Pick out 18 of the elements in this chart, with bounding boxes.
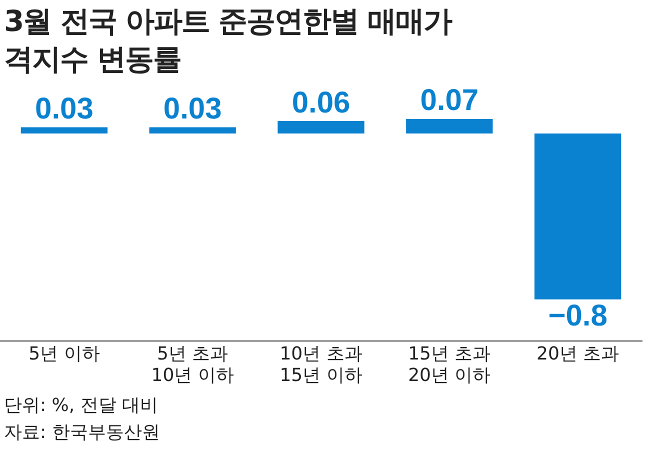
bar xyxy=(534,133,622,300)
data-label: 0.06 xyxy=(292,86,350,120)
data-label: 0.07 xyxy=(420,84,479,118)
x-tick-label: 5년 이하 xyxy=(28,343,100,364)
data-label: 0.03 xyxy=(163,92,222,126)
x-tick-label: 15년 초과 20년 이하 xyxy=(408,343,491,386)
data-label: −0.8 xyxy=(548,300,608,333)
x-tick-label: 10년 초과 15년 이하 xyxy=(280,343,362,386)
data-label: 0.03 xyxy=(35,92,94,126)
bar xyxy=(278,121,364,134)
bar xyxy=(406,118,493,134)
text: 단위: %, 전달 대비 xyxy=(4,394,160,418)
x-tick-label: 5년 초과 10년 이하 xyxy=(151,343,234,386)
chart-title: 3월 전국 아파트 준공연한별 매매가격지수 변동률 xyxy=(4,3,454,78)
bar xyxy=(20,127,108,134)
text: 자료: 한국부동산원 xyxy=(4,421,160,445)
x-tick-label: 20년 초과 xyxy=(536,343,620,364)
bar xyxy=(149,127,236,134)
